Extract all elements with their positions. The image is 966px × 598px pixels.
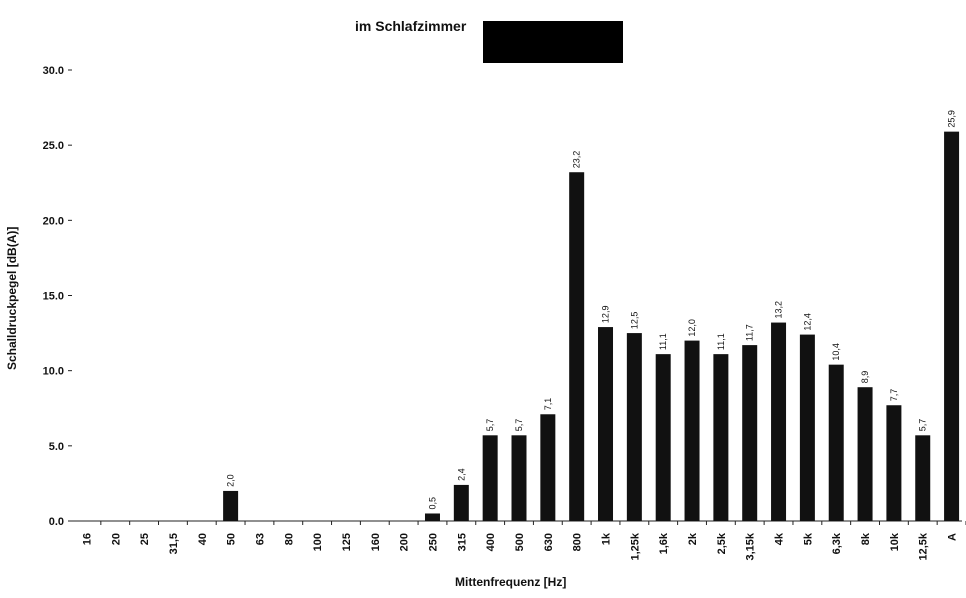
x-tick-label: 5k — [802, 532, 814, 545]
bar — [223, 490, 239, 521]
data-label: 11,1 — [716, 333, 726, 350]
x-tick-label: 630 — [543, 533, 555, 551]
x-tick-label: 16 — [81, 533, 93, 545]
chart-title: im Schlafzimmer — [355, 18, 467, 34]
x-tick-label: 80 — [283, 533, 295, 545]
bar — [540, 414, 556, 521]
data-label: 12,0 — [687, 319, 697, 337]
y-tick-label: 10.0 — [43, 366, 64, 378]
x-axis-label: Mittenfrequenz [Hz] — [455, 575, 567, 589]
data-label: 8,9 — [860, 371, 870, 384]
data-label: 2,0 — [226, 474, 236, 487]
x-tick-label: 2k — [687, 532, 699, 545]
x-tick-label: 500 — [514, 533, 526, 551]
x-tick-label: 200 — [399, 533, 411, 551]
data-label: 5,7 — [918, 419, 928, 432]
bar — [626, 333, 642, 521]
bar — [655, 354, 671, 521]
x-tick-label: 12,5k — [918, 532, 930, 560]
x-tick-label: 3,15k — [745, 532, 757, 560]
x-tick-label: 8k — [860, 532, 872, 545]
y-tick-label: 30.0 — [43, 65, 64, 77]
bar — [511, 435, 527, 521]
x-tick-label: 100 — [312, 533, 324, 551]
bar — [424, 513, 440, 521]
bar — [886, 405, 902, 521]
y-tick-label: 15.0 — [43, 291, 64, 303]
y-tick-label: 20.0 — [43, 215, 64, 227]
data-label: 13,2 — [774, 301, 784, 319]
x-tick-label: 50 — [226, 533, 238, 545]
data-label: 0,5 — [427, 497, 437, 510]
bar — [857, 387, 873, 521]
x-tick-label: 400 — [485, 533, 497, 551]
x-tick-label: 250 — [427, 533, 439, 551]
bar — [915, 435, 931, 521]
y-axis-label: Schalldruckpegel [dB(A)] — [5, 226, 19, 370]
redaction-box — [483, 21, 623, 63]
title-area: im Schlafzimmer — [0, 18, 966, 63]
data-label: 12,5 — [629, 312, 639, 330]
bar — [453, 484, 469, 521]
data-label: 11,1 — [658, 333, 668, 350]
x-tick-label: A — [947, 533, 959, 541]
x-tick-label: 160 — [370, 533, 382, 551]
y-tick-label: 0.0 — [49, 516, 64, 528]
data-label: 7,1 — [543, 398, 553, 411]
bar — [828, 364, 844, 521]
x-tick-label: 40 — [197, 533, 209, 545]
x-tick-label: 31,5 — [168, 533, 180, 554]
data-label: 23,2 — [572, 151, 582, 169]
bar — [742, 345, 758, 521]
x-tick-label: 6,3k — [831, 532, 843, 554]
x-tick-label: 25 — [139, 533, 151, 545]
x-tick-label: 1,6k — [658, 532, 670, 554]
bar — [799, 334, 815, 521]
x-tick-label: 1,25k — [629, 532, 641, 560]
data-label: 11,7 — [745, 324, 755, 341]
bar — [713, 354, 729, 521]
bar — [684, 340, 700, 521]
x-tick-label: 20 — [110, 533, 122, 545]
bar — [569, 172, 585, 521]
data-label: 5,7 — [514, 419, 524, 432]
bar — [482, 435, 498, 521]
data-label: 12,9 — [601, 306, 611, 324]
data-label: 10,4 — [831, 343, 841, 361]
data-label: 2,4 — [456, 468, 466, 481]
bar — [598, 327, 614, 521]
x-tick-label: 315 — [456, 533, 468, 551]
x-tick-label: 800 — [572, 533, 584, 551]
y-tick-label: 5.0 — [49, 441, 64, 453]
x-tick-label: 1k — [601, 532, 613, 545]
x-tick-label: 10k — [889, 532, 901, 551]
data-label: 12,4 — [802, 313, 812, 331]
x-tick-label: 125 — [341, 533, 353, 551]
y-tick-label: 25.0 — [43, 140, 64, 152]
bar — [771, 322, 787, 521]
x-tick-label: 2,5k — [716, 532, 728, 554]
x-tick-label: 4k — [774, 532, 786, 545]
x-tick-label: 63 — [254, 533, 266, 545]
bar — [944, 131, 960, 522]
data-label: 5,7 — [485, 419, 495, 432]
data-label: 25,9 — [947, 110, 957, 128]
data-label: 7,7 — [889, 389, 899, 402]
